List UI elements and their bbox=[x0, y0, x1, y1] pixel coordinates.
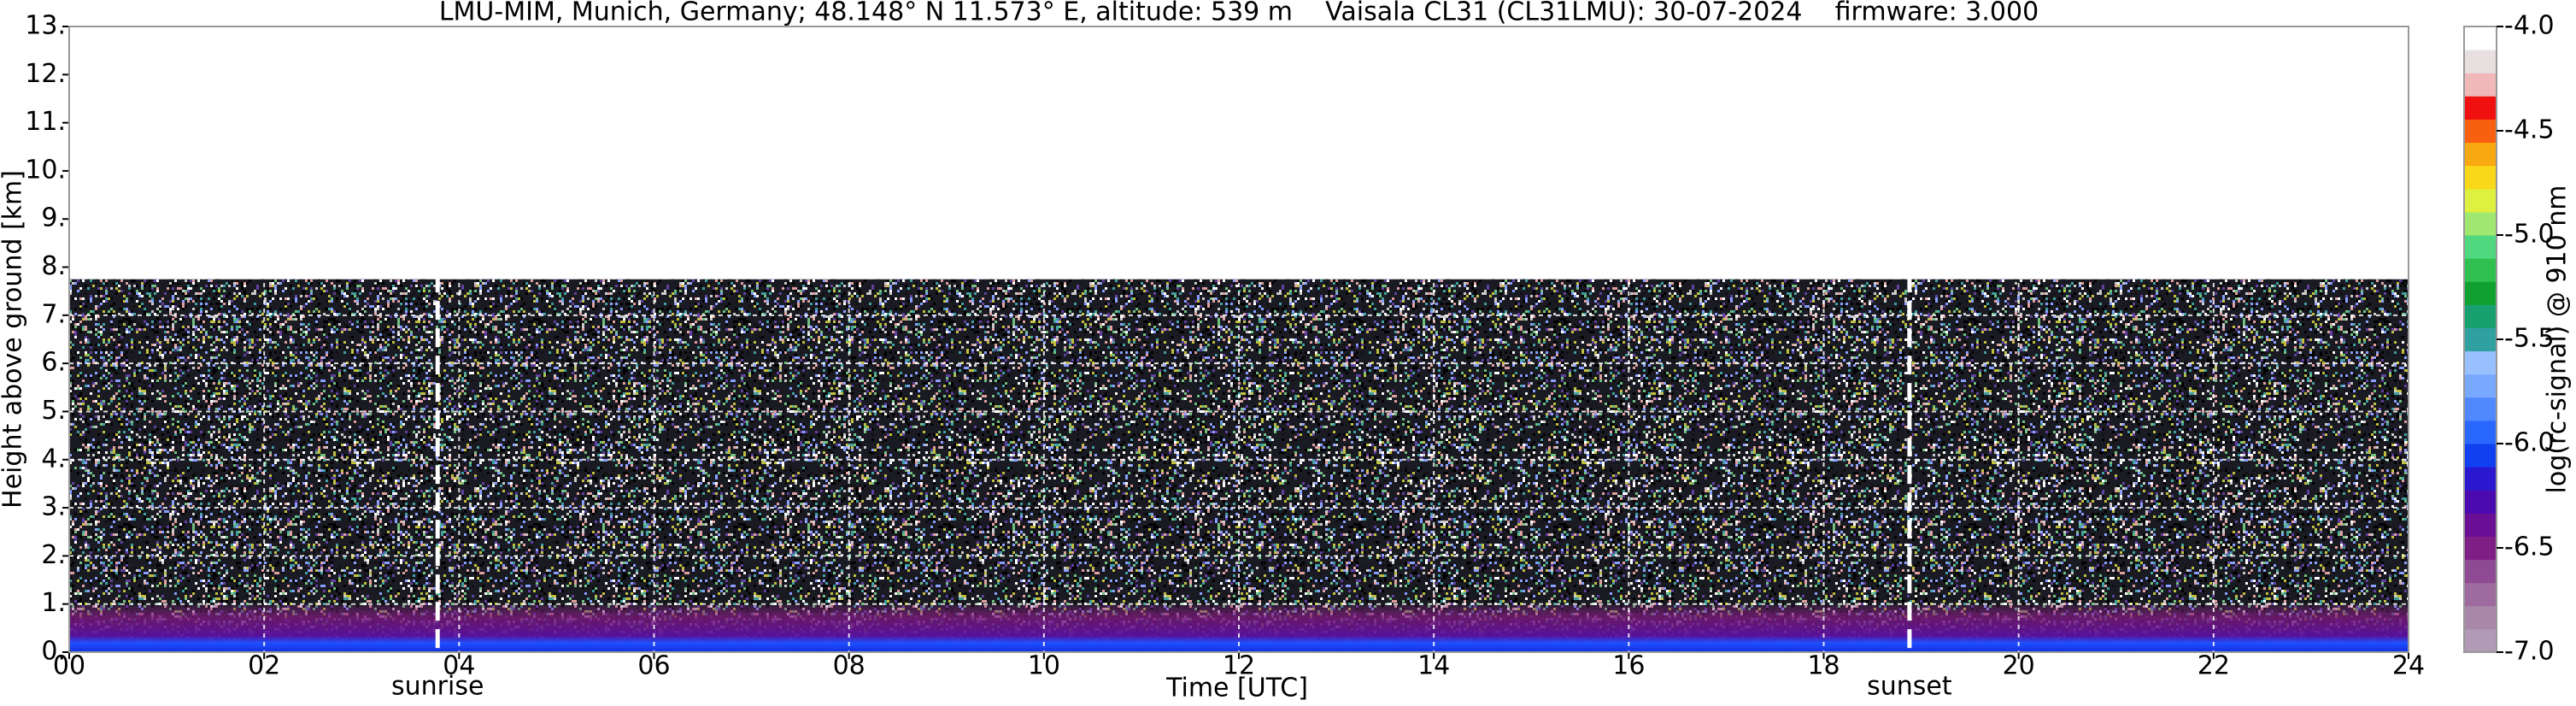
x-tick-label: 18 bbox=[1807, 651, 1840, 681]
colorbar-swatch bbox=[2464, 629, 2497, 653]
y-tick-label: 10. bbox=[25, 155, 66, 185]
x-tick-label: 00 bbox=[53, 651, 85, 681]
x-tick-label: 16 bbox=[1612, 651, 1645, 681]
colorbar-swatch bbox=[2464, 73, 2497, 97]
colorbar-swatch bbox=[2464, 560, 2497, 584]
x-tick-label: 24 bbox=[2392, 651, 2425, 681]
colorbar-swatch bbox=[2464, 166, 2497, 190]
colorbar-swatch bbox=[2464, 351, 2497, 375]
colorbar-swatch bbox=[2464, 327, 2497, 351]
x-tick-label: 12 bbox=[1223, 651, 1255, 681]
colorbar-swatch bbox=[2464, 397, 2497, 421]
colorbar-swatch bbox=[2464, 513, 2497, 537]
page: LMU-MIM, Munich, Germany; 48.148° N 11.5… bbox=[0, 0, 2576, 706]
colorbar-tick-label: -5.5 bbox=[2504, 324, 2555, 354]
annotation-label: sunset bbox=[1867, 672, 1952, 702]
colorbar-tick-label: -5.0 bbox=[2504, 220, 2555, 250]
y-axis-label: Height above ground [km] bbox=[0, 170, 28, 509]
colorbar-swatch bbox=[2464, 490, 2497, 514]
colorbar-swatch bbox=[2464, 583, 2497, 607]
chart: LMU-MIM, Munich, Germany; 48.148° N 11.5… bbox=[0, 0, 2576, 706]
colorbar-swatch bbox=[2464, 189, 2497, 213]
y-tick-label: 7. bbox=[41, 299, 66, 329]
colorbar-swatch bbox=[2464, 50, 2497, 74]
colorbar-swatch bbox=[2464, 143, 2497, 167]
colorbar-tick-label: -4.0 bbox=[2504, 11, 2555, 41]
colorbar-swatch bbox=[2464, 96, 2497, 120]
y-tick-label: 4. bbox=[41, 444, 66, 474]
x-tick-label: 22 bbox=[2198, 651, 2230, 681]
colorbar-swatch bbox=[2464, 444, 2497, 468]
colorbar-tick-label: -6.5 bbox=[2504, 532, 2555, 562]
y-tick-label: 1. bbox=[41, 588, 66, 618]
colorbar-swatch bbox=[2464, 26, 2497, 50]
colorbar-swatch bbox=[2464, 212, 2497, 236]
colorbar-swatch bbox=[2464, 536, 2497, 560]
colorbar-swatch bbox=[2464, 304, 2497, 328]
colorbar-swatch bbox=[2464, 258, 2497, 282]
y-tick-label: 6. bbox=[41, 348, 66, 378]
y-tick-label: 2. bbox=[41, 540, 66, 570]
chart-title: LMU-MIM, Munich, Germany; 48.148° N 11.5… bbox=[439, 0, 2039, 27]
colorbar-swatch bbox=[2464, 281, 2497, 305]
colorbar-swatch bbox=[2464, 119, 2497, 143]
x-tick-label: 02 bbox=[248, 651, 280, 681]
y-tick-label: 9. bbox=[41, 203, 66, 233]
colorbar-swatch bbox=[2464, 606, 2497, 630]
colorbar-swatch bbox=[2464, 467, 2497, 491]
annotation-label: sunrise bbox=[391, 672, 484, 702]
y-tick-label: 8. bbox=[41, 251, 66, 281]
y-tick-label: 11. bbox=[25, 107, 66, 137]
colorbar-swatch bbox=[2464, 235, 2497, 259]
colorbar-swatch bbox=[2464, 421, 2497, 444]
colorbar-tick-label: -4.5 bbox=[2504, 115, 2555, 145]
x-tick-label: 10 bbox=[1028, 651, 1060, 681]
colorbar-tick-label: -7.0 bbox=[2504, 637, 2555, 667]
y-tick-label: 5. bbox=[41, 396, 66, 426]
x-tick-label: 08 bbox=[833, 651, 866, 681]
y-tick-label: 12. bbox=[25, 59, 66, 89]
y-tick-label: 13. bbox=[25, 11, 66, 41]
colorbar-swatch bbox=[2464, 374, 2497, 398]
colorbar-tick-label: -6.0 bbox=[2504, 428, 2555, 458]
x-tick-label: 20 bbox=[2003, 651, 2035, 681]
x-tick-label: 06 bbox=[637, 651, 670, 681]
x-tick-label: 14 bbox=[1417, 651, 1450, 681]
y-tick-label: 3. bbox=[41, 492, 66, 522]
